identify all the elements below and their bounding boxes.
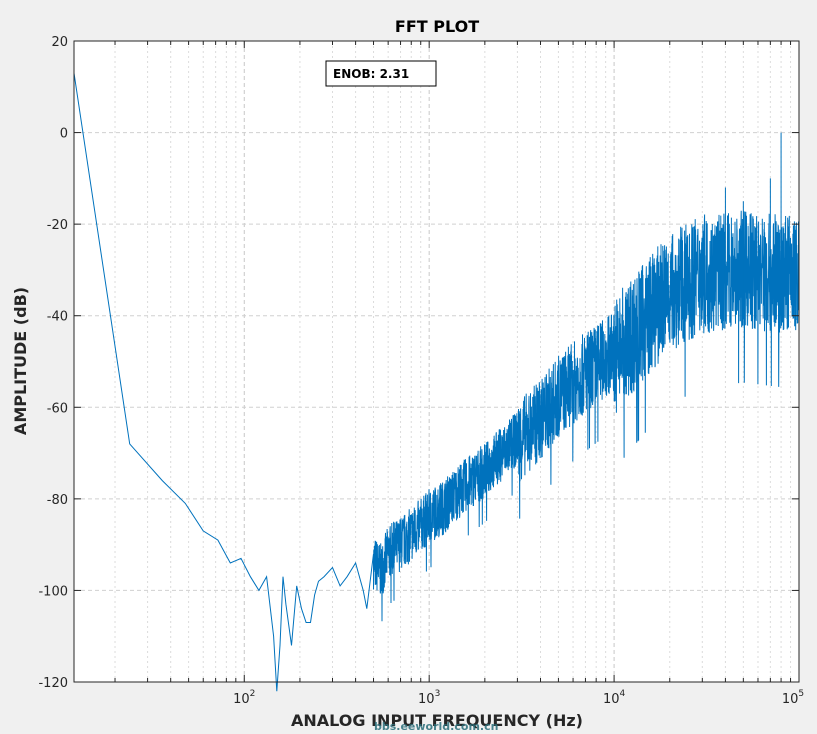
y-tick-label: 0 <box>60 127 68 142</box>
y-tick-label: -60 <box>47 401 68 416</box>
series-layer <box>73 73 800 692</box>
y-tick-label: -80 <box>47 493 68 508</box>
x-tick-label: 102 <box>233 689 255 707</box>
y-tick-label: -120 <box>38 676 68 691</box>
chart-title: FFT PLOT <box>395 17 479 36</box>
y-tick-label: -100 <box>38 584 68 599</box>
y-tick-label: -40 <box>47 310 68 325</box>
x-tick-label: 105 <box>782 689 804 707</box>
y-tick-label: -20 <box>47 218 68 233</box>
enob-annotation: ENOB: 2.31 <box>325 60 437 87</box>
x-tick-label: 104 <box>603 689 626 707</box>
y-tick-label: 20 <box>51 35 68 50</box>
x-axis-label: ANALOG INPUT FREQUENCY (Hz) <box>291 711 583 730</box>
annotation-box <box>325 60 437 87</box>
x-tick-label: 103 <box>418 689 440 707</box>
axis-ticks <box>74 40 800 683</box>
y-axis-label: AMPLITUDE (dB) <box>11 287 30 435</box>
series-line <box>73 73 800 692</box>
watermark: bbs.eeworld.com.cn <box>374 720 498 733</box>
y-tick-labels: 20 0 -20 -40 -60 -80 -100 -120 <box>38 35 68 691</box>
annotation-text: ENOB: 2.31 <box>333 67 409 81</box>
plot-area <box>74 41 799 682</box>
plot-frame <box>73 40 800 683</box>
x-tick-labels: 102 103 104 105 <box>233 689 804 707</box>
